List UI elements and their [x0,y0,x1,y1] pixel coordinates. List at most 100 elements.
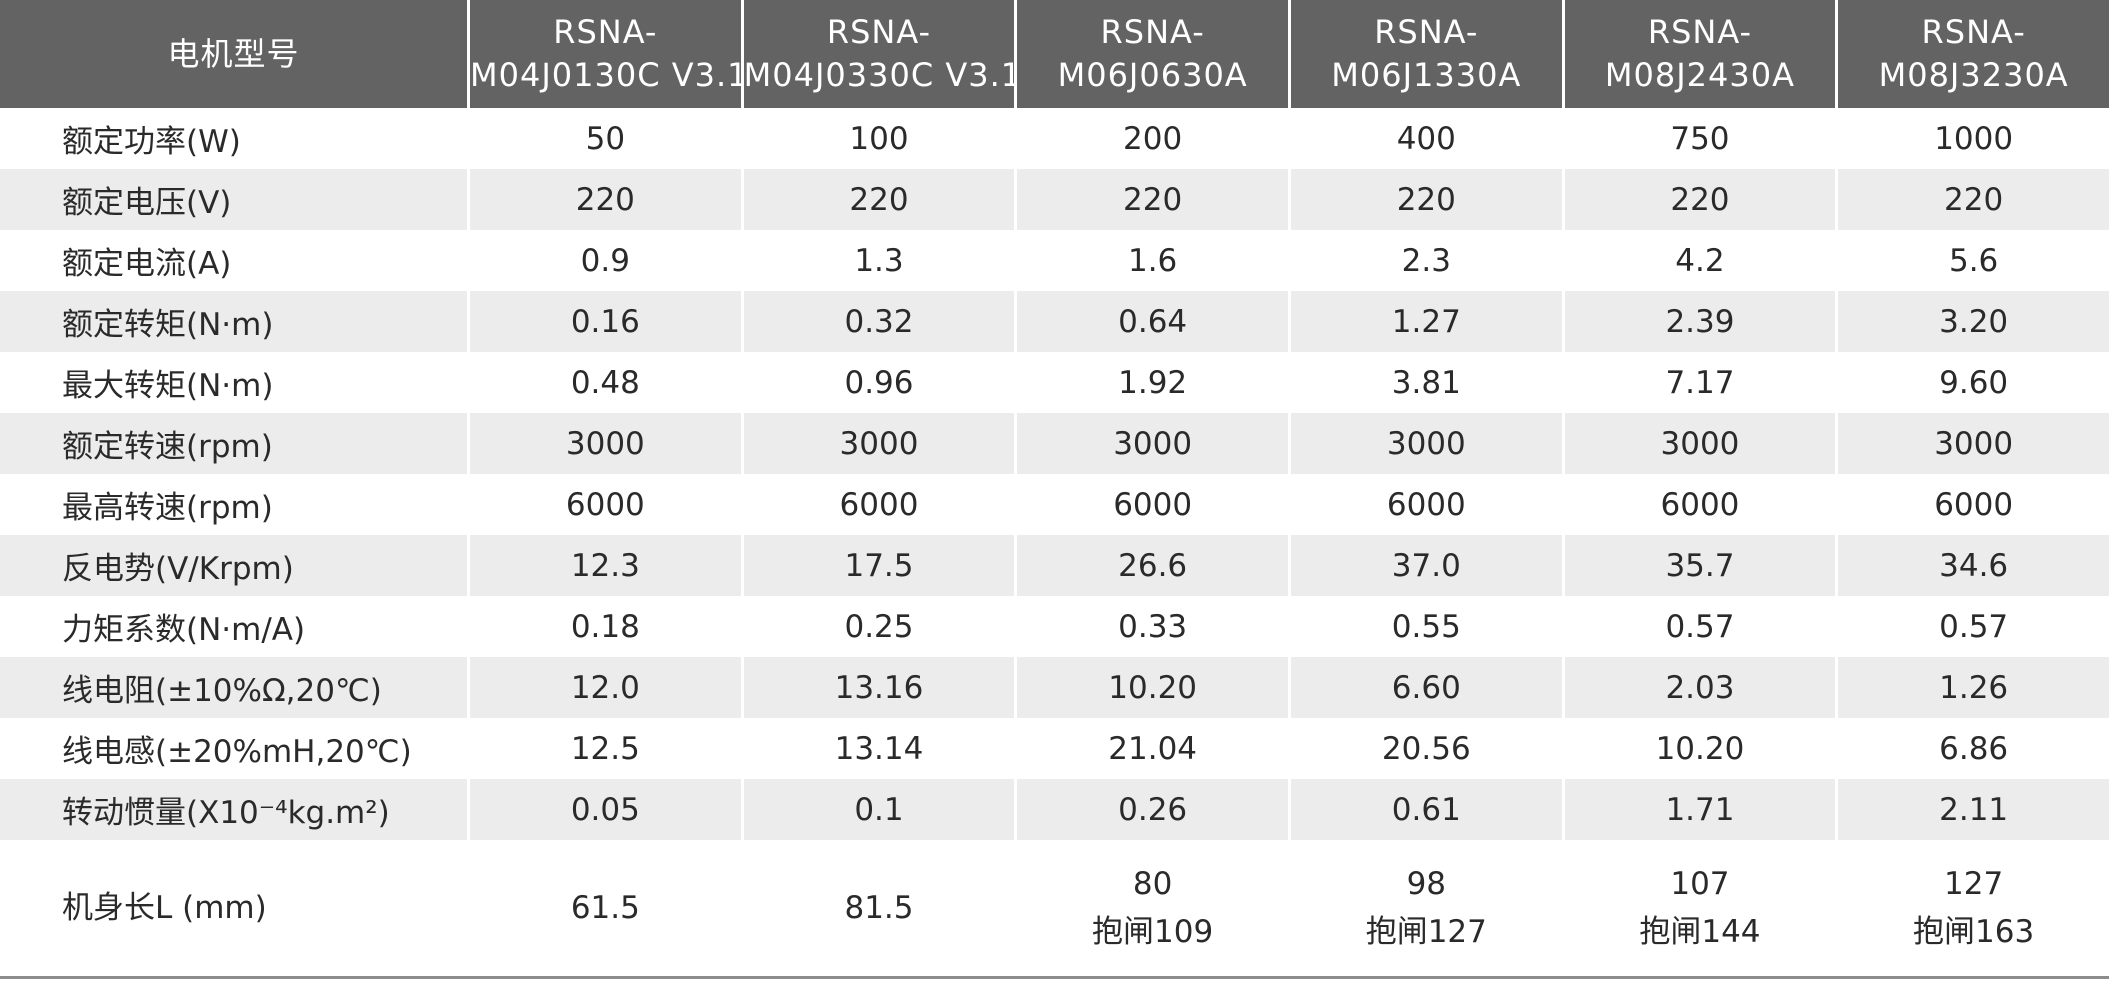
table-row: 额定电压(V) 220 220 220 220 220 220 [0,169,2109,230]
value-cell: 1.71 [1561,779,1836,840]
value-cell: 0.57 [1835,596,2109,657]
table-row: 反电势(V/Krpm) 12.3 17.5 26.6 37.0 35.7 34.6 [0,535,2109,596]
value-cell: 220 [1014,169,1288,230]
value-cell: 750 [1561,108,1836,169]
value-cell: 220 [740,169,1015,230]
value-cell: 6000 [1835,474,2109,535]
value-cell: 61.5 [467,840,741,976]
table-row: 额定功率(W) 50 100 200 400 750 1000 [0,108,2109,169]
value-cell: 0.05 [467,779,741,840]
model-header-cell: RSNA- M08J2430A [1561,0,1836,108]
model-name-line: RSNA- [1921,13,2026,51]
value-cell: 10.20 [1014,657,1288,718]
header-label-cell: 电机型号 [0,0,467,108]
value-cell: 12.0 [467,657,741,718]
value-cell: 0.26 [1014,779,1288,840]
value-cell: 80 抱闸109 [1014,840,1288,976]
value-cell: 0.32 [740,291,1015,352]
table-row-body-length: 机身长L (mm) 61.5 81.5 80 抱闸109 98 抱闸127 107 抱闸144 1… [0,840,2109,976]
value-cell: 13.16 [740,657,1015,718]
row-label: 反电势(V/Krpm) [0,535,467,596]
value-line: 80 [1132,866,1173,902]
value-cell: 0.18 [467,596,741,657]
value-cell: 10.20 [1561,718,1836,779]
value-cell: 0.25 [740,596,1015,657]
value-cell: 2.39 [1561,291,1836,352]
value-cell: 0.61 [1287,779,1562,840]
value-cell: 6.60 [1287,657,1562,718]
value-cell: 12.3 [467,535,741,596]
value-line: 抱闸163 [1913,914,2035,950]
value-cell: 127 抱闸163 [1835,840,2109,976]
model-header-cell: RSNA- M04J0330C V3.1 [740,0,1015,108]
table-row: 额定转速(rpm) 3000 3000 3000 3000 3000 3000 [0,413,2109,474]
model-header-cell: RSNA- M06J0630A [1014,0,1288,108]
value-cell: 9.60 [1835,352,2109,413]
table-row: 额定电流(A) 0.9 1.3 1.6 2.3 4.2 5.6 [0,230,2109,291]
row-label: 线电感(±20%mH,20℃) [0,718,467,779]
row-label: 机身长L (mm) [0,840,467,976]
row-label: 最高转速(rpm) [0,474,467,535]
value-cell: 1000 [1835,108,2109,169]
value-cell: 0.9 [467,230,741,291]
value-cell: 3000 [1287,413,1562,474]
value-cell: 0.33 [1014,596,1288,657]
table-row: 转动惯量(X10⁻⁴kg.m²) 0.05 0.1 0.26 0.61 1.71 2.11 [0,779,2109,840]
value-cell: 1.26 [1835,657,2109,718]
value-cell: 35.7 [1561,535,1836,596]
row-label: 额定转速(rpm) [0,413,467,474]
value-cell: 17.5 [740,535,1015,596]
value-cell: 6000 [1287,474,1562,535]
value-cell: 12.5 [467,718,741,779]
value-cell: 0.48 [467,352,741,413]
model-name-line: M04J0330C V3.1 [743,56,1015,94]
value-cell: 50 [467,108,741,169]
value-cell: 81.5 [740,840,1015,976]
value-cell: 6000 [1014,474,1288,535]
model-name-line: M06J1330A [1331,56,1522,94]
table-row: 力矩系数(N·m/A) 0.18 0.25 0.33 0.55 0.57 0.57 [0,596,2109,657]
value-cell: 6.86 [1835,718,2109,779]
value-cell: 1.27 [1287,291,1562,352]
value-cell: 5.6 [1835,230,2109,291]
model-name-line: RSNA- [826,13,932,51]
value-cell: 1.92 [1014,352,1288,413]
value-cell: 26.6 [1014,535,1288,596]
value-cell: 1.3 [740,230,1015,291]
value-cell: 0.64 [1014,291,1288,352]
value-cell: 3000 [1561,413,1836,474]
model-name-line: RSNA- [1374,13,1479,51]
model-name-line: M06J0630A [1057,56,1248,94]
value-line: 107 [1670,866,1730,902]
value-cell: 400 [1287,108,1562,169]
value-cell: 7.17 [1561,352,1836,413]
value-cell: 3000 [1014,413,1288,474]
value-cell: 21.04 [1014,718,1288,779]
value-cell: 13.14 [740,718,1015,779]
value-cell: 220 [1835,169,2109,230]
model-name-line: RSNA- [1100,13,1205,51]
table-row: 最大转矩(N·m) 0.48 0.96 1.92 3.81 7.17 9.60 [0,352,2109,413]
bottom-divider [0,976,2109,979]
value-cell: 3.20 [1835,291,2109,352]
value-line: 抱闸144 [1639,914,1761,950]
value-cell: 4.2 [1561,230,1836,291]
value-line: 81.5 [844,890,914,926]
value-cell: 0.96 [740,352,1015,413]
value-line: 98 [1406,866,1447,902]
model-header-cell: RSNA- M08J3230A [1835,0,2109,108]
value-line: 127 [1944,866,2004,902]
row-label: 额定电压(V) [0,169,467,230]
model-name-line: M08J3230A [1878,56,2069,94]
value-cell: 3.81 [1287,352,1562,413]
value-cell: 98 抱闸127 [1287,840,1562,976]
row-label: 额定功率(W) [0,108,467,169]
model-header-cell: RSNA- M04J0130C V3.1 [467,0,741,108]
value-cell: 200 [1014,108,1288,169]
value-cell: 100 [740,108,1015,169]
table-header: 电机型号 RSNA- M04J0130C V3.1 RSNA- M04J0330… [0,0,2109,108]
value-line: 抱闸109 [1092,914,1214,950]
value-cell: 2.03 [1561,657,1836,718]
value-cell: 3000 [740,413,1015,474]
